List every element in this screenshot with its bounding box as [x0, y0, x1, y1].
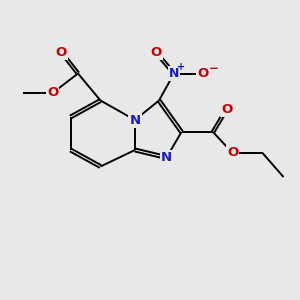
Text: O: O	[47, 86, 58, 100]
Text: N: N	[129, 113, 141, 127]
Text: O: O	[150, 46, 162, 59]
Text: −: −	[209, 61, 219, 75]
Text: N: N	[161, 151, 172, 164]
Text: O: O	[227, 146, 238, 160]
Text: O: O	[56, 46, 67, 59]
Text: +: +	[177, 61, 186, 72]
Text: O: O	[197, 67, 208, 80]
Text: O: O	[221, 103, 232, 116]
Text: N: N	[169, 67, 179, 80]
